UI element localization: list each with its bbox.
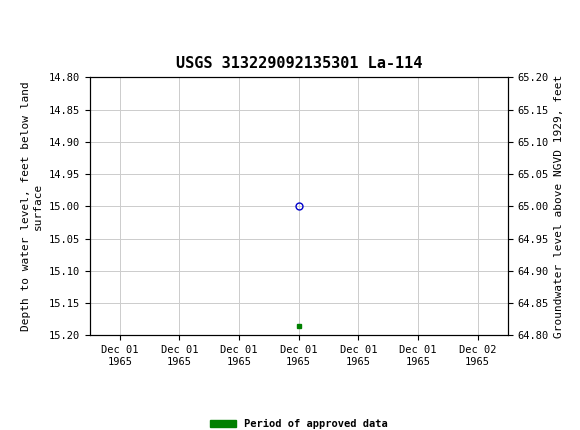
Y-axis label: Groundwater level above NGVD 1929, feet: Groundwater level above NGVD 1929, feet (554, 75, 564, 338)
Title: USGS 313229092135301 La-114: USGS 313229092135301 La-114 (176, 55, 422, 71)
Text: ≈: ≈ (2, 13, 15, 28)
Text: USGS: USGS (3, 12, 58, 29)
Legend: Period of approved data: Period of approved data (205, 415, 392, 430)
Y-axis label: Depth to water level, feet below land
surface: Depth to water level, feet below land su… (21, 82, 44, 331)
